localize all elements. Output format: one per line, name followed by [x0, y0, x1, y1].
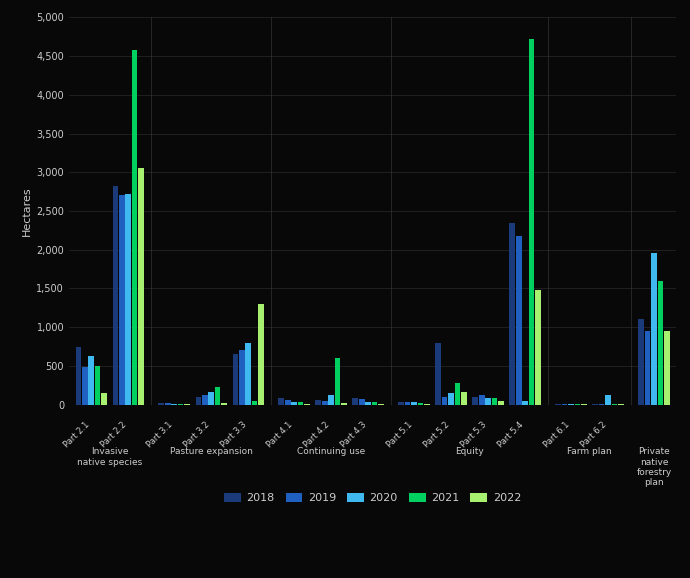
- Bar: [664, 331, 669, 405]
- Bar: [82, 368, 88, 405]
- Bar: [159, 403, 164, 405]
- Bar: [473, 397, 478, 405]
- Bar: [202, 395, 208, 405]
- Bar: [291, 402, 297, 405]
- Text: Part 5.2: Part 5.2: [422, 420, 451, 449]
- Bar: [239, 350, 244, 405]
- Bar: [119, 195, 125, 405]
- Text: Part 3.3: Part 3.3: [219, 420, 248, 450]
- Bar: [285, 401, 290, 405]
- Bar: [208, 392, 214, 405]
- Bar: [651, 253, 657, 405]
- Bar: [405, 402, 411, 405]
- Bar: [126, 194, 131, 405]
- Bar: [88, 356, 94, 405]
- Bar: [522, 401, 528, 405]
- Bar: [246, 343, 251, 405]
- Text: Part 3.2: Part 3.2: [182, 420, 211, 450]
- Bar: [372, 402, 377, 405]
- Bar: [112, 186, 118, 405]
- Bar: [171, 404, 177, 405]
- Text: Part 4.2: Part 4.2: [302, 420, 331, 449]
- Bar: [461, 392, 466, 405]
- Bar: [95, 366, 101, 405]
- Bar: [101, 393, 107, 405]
- Bar: [658, 281, 663, 405]
- Text: Invasive
native species: Invasive native species: [77, 447, 142, 466]
- Bar: [221, 403, 227, 405]
- Bar: [448, 393, 454, 405]
- Bar: [411, 402, 417, 405]
- Bar: [315, 400, 321, 405]
- Bar: [353, 398, 358, 405]
- Bar: [529, 39, 534, 405]
- Bar: [516, 236, 522, 405]
- Bar: [178, 404, 184, 405]
- Text: Part 5.4: Part 5.4: [496, 420, 525, 449]
- Bar: [335, 358, 340, 405]
- Text: Continuing use: Continuing use: [297, 447, 365, 456]
- Bar: [341, 403, 347, 405]
- Bar: [233, 354, 238, 405]
- Text: Farm plan: Farm plan: [567, 447, 612, 456]
- Bar: [644, 331, 651, 405]
- Text: Part 2.1: Part 2.1: [62, 420, 91, 449]
- Bar: [365, 402, 371, 405]
- Bar: [165, 403, 170, 405]
- Text: Part 6.2: Part 6.2: [579, 420, 608, 450]
- Bar: [492, 398, 497, 405]
- Bar: [215, 387, 220, 405]
- Legend: 2018, 2019, 2020, 2021, 2022: 2018, 2019, 2020, 2021, 2022: [219, 488, 526, 507]
- Bar: [435, 343, 441, 405]
- Bar: [455, 383, 460, 405]
- Text: Part 4.1: Part 4.1: [265, 420, 294, 449]
- Y-axis label: Hectares: Hectares: [22, 186, 32, 236]
- Text: Part 4.3: Part 4.3: [339, 420, 368, 450]
- Bar: [132, 50, 137, 405]
- Bar: [328, 395, 334, 405]
- Text: Private
native
forestry
plan: Private native forestry plan: [636, 447, 671, 487]
- Text: Part 5.1: Part 5.1: [385, 420, 414, 449]
- Bar: [638, 320, 644, 405]
- Bar: [297, 402, 304, 405]
- Text: Equity: Equity: [455, 447, 484, 456]
- Text: Pasture expansion: Pasture expansion: [170, 447, 253, 456]
- Bar: [279, 398, 284, 405]
- Bar: [605, 395, 611, 405]
- Bar: [76, 346, 81, 405]
- Bar: [322, 401, 328, 405]
- Bar: [378, 404, 384, 405]
- Bar: [485, 398, 491, 405]
- Bar: [479, 395, 484, 405]
- Bar: [195, 397, 201, 405]
- Bar: [442, 397, 448, 405]
- Bar: [398, 402, 404, 405]
- Bar: [252, 401, 257, 405]
- Bar: [258, 304, 264, 405]
- Text: Part 2.2: Part 2.2: [99, 420, 128, 449]
- Bar: [535, 290, 541, 405]
- Bar: [498, 401, 504, 405]
- Text: Part 3.1: Part 3.1: [145, 420, 174, 450]
- Bar: [359, 399, 364, 405]
- Text: Part 5.3: Part 5.3: [459, 420, 488, 450]
- Bar: [138, 168, 144, 405]
- Bar: [509, 223, 515, 405]
- Text: Part 6.1: Part 6.1: [542, 420, 571, 450]
- Bar: [417, 403, 423, 405]
